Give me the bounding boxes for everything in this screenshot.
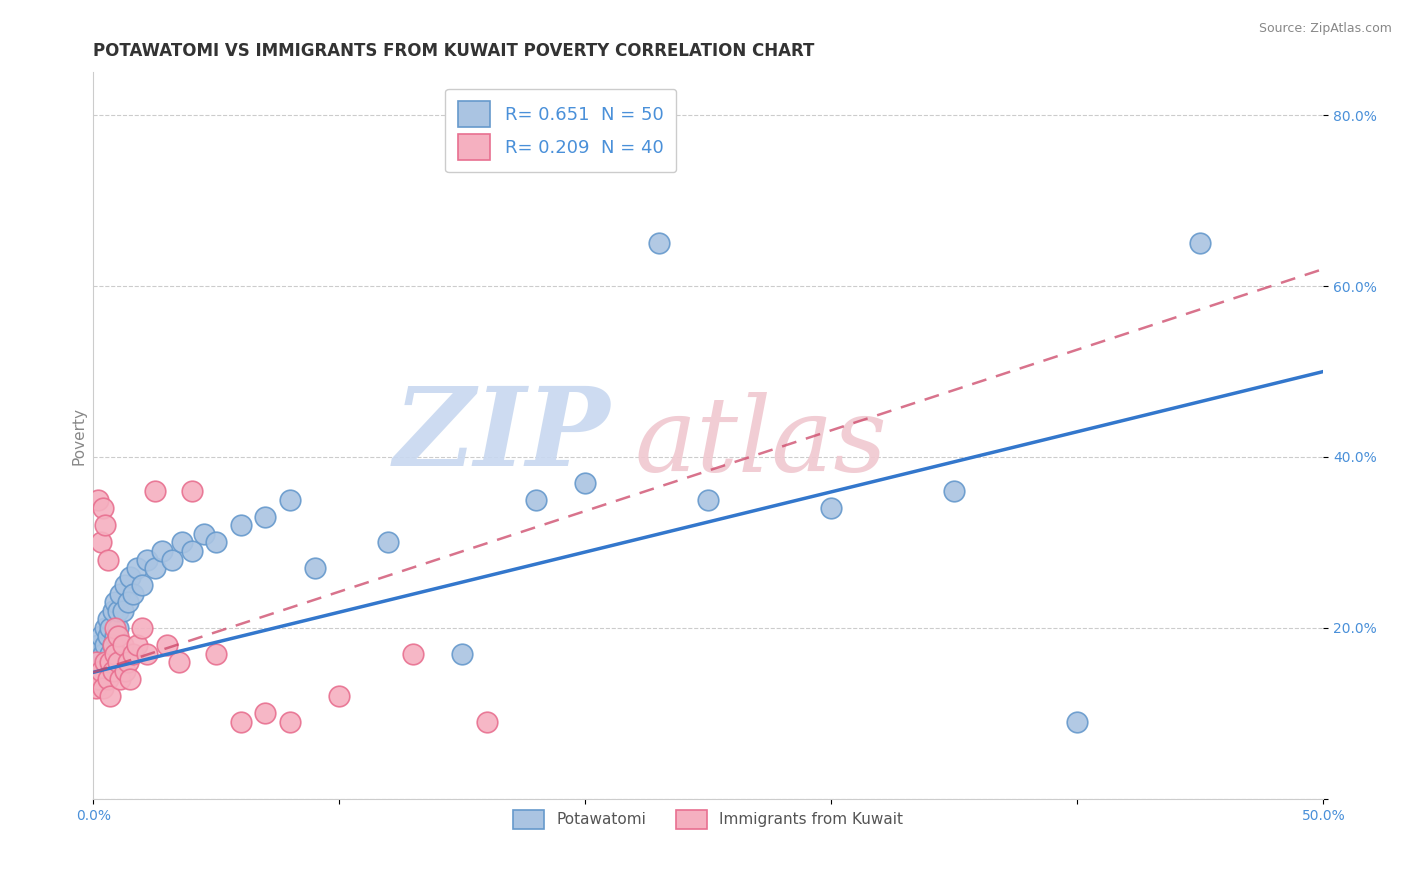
Point xyxy=(84,655,107,669)
Point xyxy=(117,595,139,609)
Point xyxy=(180,484,202,499)
Point xyxy=(131,578,153,592)
Point xyxy=(97,612,120,626)
Point xyxy=(205,647,228,661)
Legend: Potawatomi, Immigrants from Kuwait: Potawatomi, Immigrants from Kuwait xyxy=(508,804,910,835)
Point xyxy=(278,714,301,729)
Text: POTAWATOMI VS IMMIGRANTS FROM KUWAIT POVERTY CORRELATION CHART: POTAWATOMI VS IMMIGRANTS FROM KUWAIT POV… xyxy=(93,42,814,60)
Point xyxy=(304,561,326,575)
Point xyxy=(107,621,129,635)
Point xyxy=(278,492,301,507)
Point xyxy=(180,544,202,558)
Point xyxy=(143,561,166,575)
Point xyxy=(229,714,252,729)
Point xyxy=(100,647,122,661)
Point xyxy=(402,647,425,661)
Point xyxy=(94,655,117,669)
Text: atlas: atlas xyxy=(634,392,887,493)
Point xyxy=(107,655,129,669)
Point xyxy=(110,587,132,601)
Point xyxy=(451,647,474,661)
Point xyxy=(97,630,120,644)
Point xyxy=(143,484,166,499)
Point xyxy=(107,604,129,618)
Point xyxy=(104,595,127,609)
Point xyxy=(91,501,114,516)
Point xyxy=(160,552,183,566)
Point xyxy=(94,655,117,669)
Y-axis label: Poverty: Poverty xyxy=(72,407,86,465)
Point xyxy=(820,501,842,516)
Point xyxy=(100,655,122,669)
Point xyxy=(229,518,252,533)
Point xyxy=(97,672,120,686)
Point xyxy=(114,578,136,592)
Point xyxy=(943,484,966,499)
Point xyxy=(104,647,127,661)
Point xyxy=(193,527,215,541)
Point xyxy=(100,621,122,635)
Point xyxy=(87,672,110,686)
Point xyxy=(120,672,142,686)
Point xyxy=(205,535,228,549)
Point xyxy=(90,664,112,678)
Point xyxy=(101,638,124,652)
Point xyxy=(254,509,277,524)
Point xyxy=(87,492,110,507)
Point xyxy=(91,664,114,678)
Point xyxy=(475,714,498,729)
Point xyxy=(87,672,110,686)
Point xyxy=(87,638,110,652)
Point xyxy=(101,604,124,618)
Point xyxy=(156,638,179,652)
Point xyxy=(648,236,671,251)
Point xyxy=(104,630,127,644)
Point xyxy=(150,544,173,558)
Point xyxy=(101,664,124,678)
Point xyxy=(111,604,134,618)
Point xyxy=(136,552,159,566)
Point xyxy=(90,535,112,549)
Point xyxy=(84,681,107,695)
Text: ZIP: ZIP xyxy=(394,382,610,490)
Point xyxy=(328,690,350,704)
Point xyxy=(94,638,117,652)
Point xyxy=(91,647,114,661)
Point xyxy=(377,535,399,549)
Point xyxy=(131,621,153,635)
Point xyxy=(110,672,132,686)
Point xyxy=(104,621,127,635)
Point xyxy=(136,647,159,661)
Point xyxy=(1066,714,1088,729)
Point xyxy=(107,630,129,644)
Point xyxy=(90,655,112,669)
Point xyxy=(121,647,143,661)
Point xyxy=(120,569,142,583)
Point xyxy=(91,681,114,695)
Point xyxy=(127,561,149,575)
Point xyxy=(94,518,117,533)
Point xyxy=(1189,236,1212,251)
Point xyxy=(97,552,120,566)
Point xyxy=(697,492,720,507)
Point xyxy=(84,655,107,669)
Point xyxy=(121,587,143,601)
Text: Source: ZipAtlas.com: Source: ZipAtlas.com xyxy=(1258,22,1392,36)
Point xyxy=(101,638,124,652)
Point xyxy=(524,492,547,507)
Point xyxy=(170,535,193,549)
Point xyxy=(94,621,117,635)
Point xyxy=(100,690,122,704)
Point xyxy=(254,706,277,721)
Point xyxy=(90,630,112,644)
Point xyxy=(117,655,139,669)
Point xyxy=(127,638,149,652)
Point xyxy=(114,664,136,678)
Point xyxy=(574,475,596,490)
Point xyxy=(169,655,191,669)
Point xyxy=(111,638,134,652)
